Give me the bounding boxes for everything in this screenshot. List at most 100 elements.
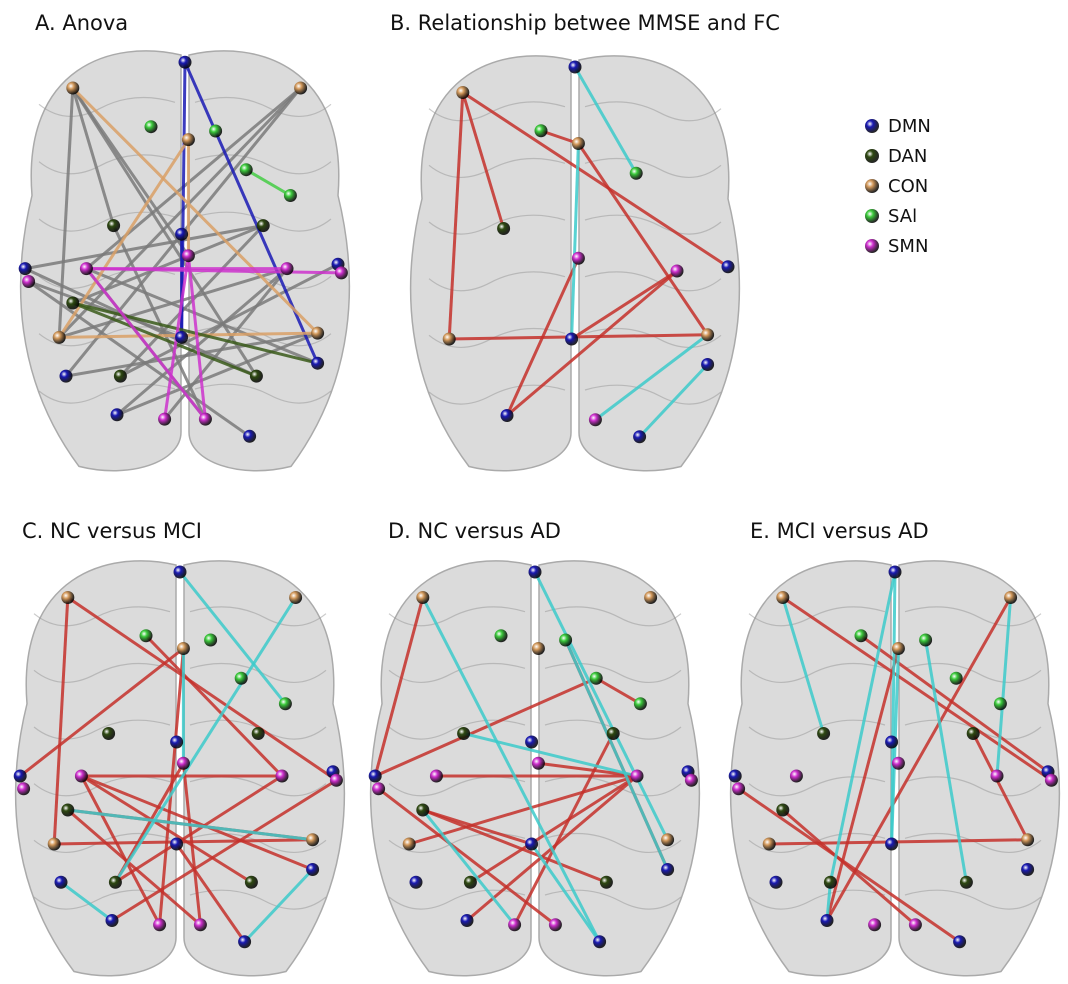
node [549,918,562,931]
node [175,228,188,241]
node [311,357,324,370]
node [967,727,980,740]
legend-marker [865,179,879,193]
node [170,838,183,851]
node [525,736,538,749]
node [529,566,542,579]
node [607,727,620,740]
node [572,252,585,265]
hemisphere [539,561,699,976]
node [257,219,270,232]
panel-title: A. Anova [35,11,128,35]
node [61,804,74,817]
node [294,82,307,95]
node [763,838,776,851]
node [55,876,68,889]
node [410,876,423,889]
node [1004,591,1017,604]
node [182,249,195,262]
node [525,838,538,851]
node [889,566,902,579]
node [75,770,88,783]
node [464,876,477,889]
node [114,370,127,383]
node [209,125,222,138]
node [53,331,66,344]
node [885,838,898,851]
node [671,265,684,278]
node [22,275,35,288]
node [238,935,251,948]
node [572,137,585,150]
node [102,727,115,740]
legend-label: SMN [888,236,928,257]
figure: A. Anova B. Relationship betwee MMSE and… [0,0,1068,984]
hemisphere [411,56,571,471]
node [644,591,657,604]
node [495,629,508,642]
node [909,918,922,931]
node [1045,774,1058,787]
legend-label: CON [888,176,928,197]
panel-title: C. NC versus MCI [22,519,202,543]
legend-marker [865,119,879,133]
node [335,266,348,279]
node [372,782,385,795]
node [559,634,572,647]
node [685,774,698,787]
node [80,262,93,275]
node [892,642,905,655]
node [289,591,302,604]
node [17,782,30,795]
node [252,727,265,740]
node [593,935,606,948]
node [722,260,735,273]
node [790,770,803,783]
node [145,120,158,133]
node [416,804,429,817]
node [770,876,783,889]
node [497,222,510,235]
node [661,863,674,876]
node [199,413,212,426]
node [919,634,932,647]
hemisphere [16,561,176,976]
node [170,736,183,749]
legend-marker [865,239,879,253]
node [430,770,443,783]
node [701,328,714,341]
node [885,736,898,749]
node [868,918,881,931]
node [306,833,319,846]
node [701,358,714,371]
node [60,370,73,383]
node [158,413,171,426]
node [892,757,905,770]
legend-marker [865,149,879,163]
node [532,757,545,770]
node [456,86,469,99]
node [281,262,294,275]
node [107,219,120,232]
node [569,61,582,74]
node [953,935,966,948]
node [175,331,188,344]
node [776,804,789,817]
node [177,757,190,770]
node [276,770,289,783]
node [204,634,217,647]
node [66,297,79,310]
node [633,430,646,443]
brain-panel [19,51,350,471]
node [111,408,124,421]
hemisphere [21,51,181,471]
node [153,918,166,931]
node [661,833,674,846]
node [182,133,195,146]
node [589,413,602,426]
node [177,642,190,655]
legend-marker [865,209,879,223]
node [279,697,292,710]
panel-title: E. MCI versus AD [750,519,929,543]
node [19,262,32,275]
